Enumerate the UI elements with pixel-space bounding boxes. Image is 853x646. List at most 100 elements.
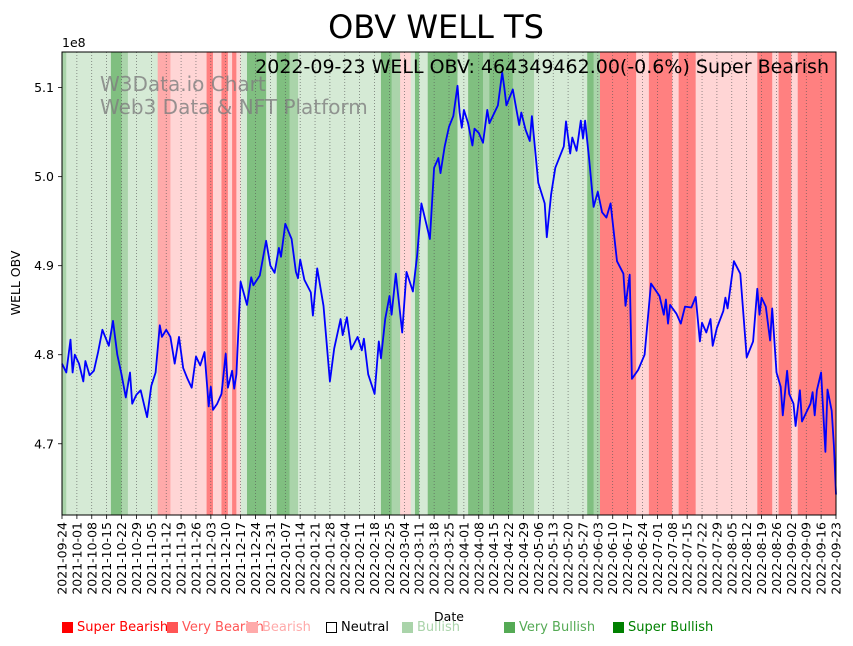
x-tick-label: 2022-08-12 — [739, 522, 754, 595]
legend-item-neutral: Neutral — [326, 620, 389, 635]
obv-line — [61, 71, 837, 495]
regime-band-super-bullish — [414, 52, 420, 515]
regime-band-bearish — [695, 52, 703, 515]
regime-band-super-bearish — [206, 52, 214, 515]
regime-band-super-bullish — [427, 52, 458, 515]
legend-label: Very Bearish — [182, 620, 264, 635]
x-tick-label: 2022-06-17 — [620, 522, 635, 595]
legend-swatch — [167, 622, 178, 633]
legend-swatch — [62, 622, 73, 633]
regime-band-bearish — [772, 52, 779, 515]
legend-item-very-bearish: Very Bearish — [167, 620, 264, 635]
x-tick-label: 2022-03-25 — [442, 522, 457, 595]
x-tick-label: 2022-02-04 — [337, 522, 352, 595]
x-tick-label: 2022-05-27 — [575, 522, 590, 595]
y-multiplier: 1e8 — [62, 35, 86, 50]
y-tick-label: 4.9 — [34, 258, 54, 273]
regime-band-super-bearish — [797, 52, 837, 515]
legend-item-super-bearish: Super Bearish — [62, 620, 168, 635]
x-tick-label: 2022-07-08 — [665, 522, 680, 595]
regime-band-super-bullish — [276, 52, 290, 515]
y-tick-label: 5.0 — [34, 169, 54, 184]
x-tick-label: 2021-09-24 — [55, 522, 70, 595]
x-tick-label: 2022-02-18 — [367, 522, 382, 595]
regime-band-bearish — [702, 52, 758, 515]
x-tick-label: 2021-11-05 — [144, 522, 159, 595]
regime-band-bullish — [240, 52, 248, 515]
x-tick-label: 2022-08-26 — [769, 522, 784, 595]
x-tick-label: 2021-10-08 — [84, 522, 99, 595]
watermark-line-2: Web3 Data & NFT Platform — [100, 95, 368, 119]
y-tick-label: 4.8 — [34, 347, 54, 362]
regime-band-super-bearish — [648, 52, 673, 515]
legend-label: Very Bullish — [519, 620, 596, 635]
regime-band-super-bearish — [757, 52, 773, 515]
y-tick-label: 5.1 — [34, 80, 54, 95]
x-tick-label: 2022-07-22 — [695, 522, 710, 595]
regime-band-bearish — [212, 52, 222, 515]
regime-band-very-bullish — [121, 52, 129, 515]
x-tick-label: 2022-01-07 — [278, 522, 293, 595]
x-tick-label: 2021-10-15 — [99, 522, 114, 595]
x-tick-label: 2021-10-29 — [129, 522, 144, 595]
x-tick-label: 2022-07-29 — [709, 522, 724, 595]
legend-label: Super Bearish — [77, 620, 169, 635]
legend-swatch — [326, 622, 337, 633]
regime-band-very-bullish — [593, 52, 601, 515]
regime-band-super-bearish — [232, 52, 237, 515]
regime-band-bearish — [227, 52, 233, 515]
regime-band-very-bullish — [62, 52, 67, 515]
regime-band-very-bullish — [483, 52, 490, 515]
x-tick-label: 2022-01-21 — [308, 522, 323, 595]
regime-band-bullish — [457, 52, 469, 515]
regime-band-bullish — [534, 52, 588, 515]
x-tick-label: 2021-12-03 — [203, 522, 218, 595]
chart-subtitle: 2022-09-23 WELL OBV: 464349462.00(-0.6%)… — [255, 56, 829, 78]
x-tick-label: 2022-06-24 — [635, 522, 650, 595]
x-tick-label: 2021-11-12 — [159, 522, 174, 595]
watermark-line-1: W3Data.io Chart — [100, 72, 266, 96]
legend-item-super-bullish: Super Bullish — [613, 620, 713, 635]
regime-band-super-bullish — [489, 52, 514, 515]
regime-band-super-bearish — [599, 52, 637, 515]
legend-swatch — [504, 622, 515, 633]
x-tick-label: 2021-10-01 — [69, 522, 84, 595]
regime-band-super-bullish — [110, 52, 122, 515]
y-axis-label: WELL OBV — [8, 250, 23, 315]
x-tick-label: 2022-03-18 — [427, 522, 442, 595]
x-tick-label: 2022-09-16 — [814, 522, 829, 595]
x-tick-label: 2022-04-01 — [456, 522, 471, 595]
x-tick-label: 2021-11-26 — [188, 522, 203, 595]
regime-band-bullish — [419, 52, 429, 515]
x-tick-label: 2022-09-02 — [784, 522, 799, 595]
regime-band-super-bullish — [380, 52, 392, 515]
x-tick-label: 2022-06-03 — [590, 522, 605, 595]
x-tick-label: 2022-02-11 — [352, 522, 367, 595]
x-tick-label: 2021-12-24 — [248, 522, 263, 595]
x-tick-label: 2022-02-25 — [382, 522, 397, 595]
x-tick-label: 2022-09-23 — [829, 522, 844, 595]
x-tick-label: 2022-04-15 — [486, 522, 501, 595]
regime-band-bullish — [266, 52, 278, 515]
x-tick-label: 2022-01-14 — [293, 522, 308, 595]
regime-band-bullish — [298, 52, 382, 515]
x-tick-label: 2021-12-31 — [263, 522, 278, 595]
legend-item-very-bullish: Very Bullish — [504, 620, 595, 635]
regime-band-super-bullish — [246, 52, 267, 515]
regime-band-bearish — [170, 52, 207, 515]
regime-band-super-bearish — [778, 52, 792, 515]
x-tick-label: 2022-03-04 — [397, 522, 412, 595]
x-tick-label: 2022-06-10 — [605, 522, 620, 595]
regime-band-bearish — [236, 52, 242, 515]
regime-band-bearish — [791, 52, 799, 515]
legend-label: Neutral — [341, 620, 389, 635]
regime-band-super-bullish — [468, 52, 484, 515]
x-tick-label: 2021-12-17 — [233, 522, 248, 595]
legend-label: Bearish — [262, 620, 311, 635]
regime-band-bearish — [672, 52, 680, 515]
x-tick-label: 2022-01-28 — [322, 522, 337, 595]
x-axis-ticks: 2021-09-24 2021-10-01 2021-10-08 2021-10-15… — [55, 515, 844, 595]
x-tick-label: 2022-09-09 — [799, 522, 814, 595]
legend-item-bullish: Bullish — [402, 620, 460, 635]
